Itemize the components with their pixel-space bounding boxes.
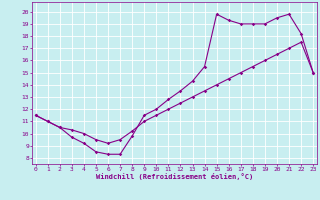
X-axis label: Windchill (Refroidissement éolien,°C): Windchill (Refroidissement éolien,°C) [96,173,253,180]
